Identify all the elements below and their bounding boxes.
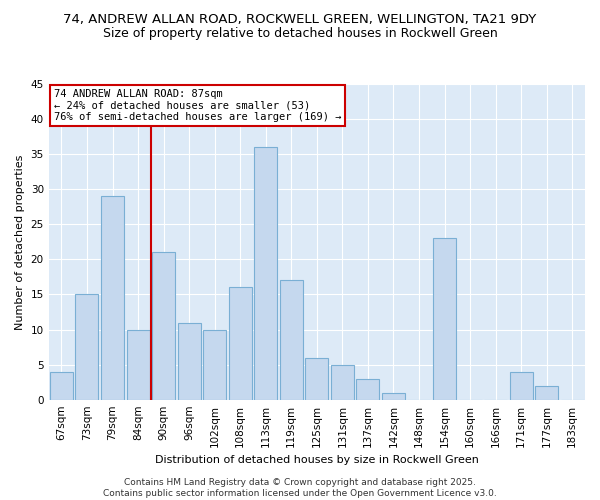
Bar [382, 392, 405, 400]
Bar [331, 364, 354, 400]
Text: 74, ANDREW ALLAN ROAD, ROCKWELL GREEN, WELLINGTON, TA21 9DY: 74, ANDREW ALLAN ROAD, ROCKWELL GREEN, W… [64, 12, 536, 26]
Text: Size of property relative to detached houses in Rockwell Green: Size of property relative to detached ho… [103, 28, 497, 40]
Bar [101, 196, 124, 400]
Bar [203, 330, 226, 400]
Bar [305, 358, 328, 400]
X-axis label: Distribution of detached houses by size in Rockwell Green: Distribution of detached houses by size … [155, 455, 479, 465]
Bar [280, 280, 303, 400]
Bar [509, 372, 533, 400]
Bar [254, 147, 277, 400]
Text: 74 ANDREW ALLAN ROAD: 87sqm
← 24% of detached houses are smaller (53)
76% of sem: 74 ANDREW ALLAN ROAD: 87sqm ← 24% of det… [54, 88, 341, 122]
Bar [433, 238, 456, 400]
Bar [50, 372, 73, 400]
Bar [535, 386, 558, 400]
Bar [229, 288, 252, 400]
Bar [178, 322, 200, 400]
Bar [127, 330, 149, 400]
Bar [76, 294, 98, 400]
Text: Contains HM Land Registry data © Crown copyright and database right 2025.
Contai: Contains HM Land Registry data © Crown c… [103, 478, 497, 498]
Bar [356, 378, 379, 400]
Bar [152, 252, 175, 400]
Y-axis label: Number of detached properties: Number of detached properties [15, 154, 25, 330]
